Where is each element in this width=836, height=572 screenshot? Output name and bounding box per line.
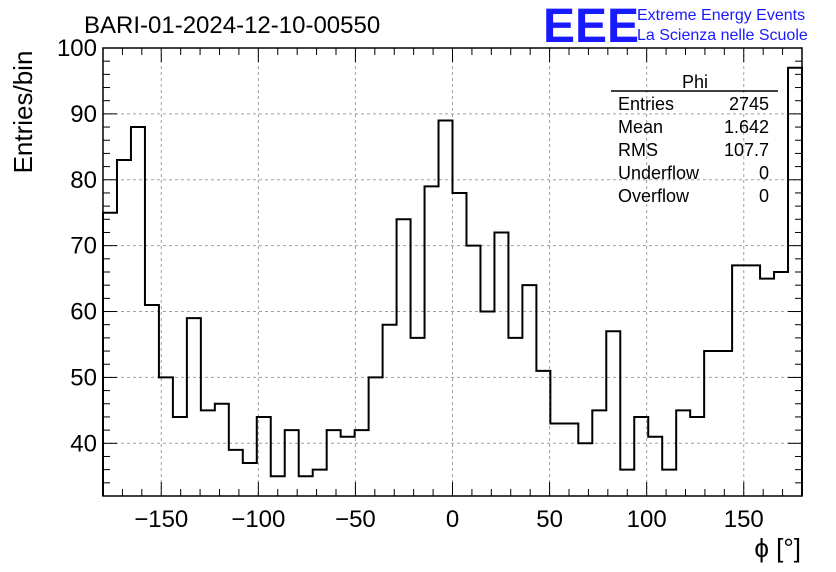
histogram-bin bbox=[522, 285, 536, 496]
histogram-bin bbox=[662, 470, 676, 496]
stats-row-label: Mean bbox=[618, 117, 663, 137]
grid bbox=[103, 47, 802, 496]
histogram-bin bbox=[397, 219, 411, 496]
histogram-bin bbox=[480, 312, 494, 496]
tick-labels: −150 −100 −50 0 50 100 150 40 50 60 70 80 90 100 bbox=[57, 35, 764, 533]
histogram-bin bbox=[103, 213, 117, 496]
histogram-bin bbox=[145, 305, 159, 496]
histogram-bin bbox=[173, 417, 187, 496]
histogram-bin bbox=[411, 338, 425, 496]
y-tick-label: 70 bbox=[70, 233, 97, 260]
histogram-bin bbox=[718, 351, 732, 496]
histogram-bin bbox=[117, 160, 131, 496]
y-tick-label: 90 bbox=[70, 101, 97, 128]
histogram-bin bbox=[690, 417, 704, 496]
histogram-bin bbox=[425, 186, 439, 496]
logo-line-1: Extreme Energy Events bbox=[637, 7, 805, 24]
axis-ticks bbox=[102, 47, 803, 496]
histogram-bin bbox=[201, 410, 215, 496]
y-axis-label: Entries/bin bbox=[8, 51, 38, 174]
x-axis-label: ϕ [°] bbox=[754, 533, 801, 563]
stats-row-label: Entries bbox=[618, 94, 674, 114]
logo-line-2: La Scienza nelle Scuole bbox=[637, 27, 808, 44]
histogram-bin bbox=[704, 351, 718, 496]
histogram-bin bbox=[243, 463, 257, 496]
stats-row-value: 1.642 bbox=[724, 117, 769, 137]
histogram-bin bbox=[159, 377, 173, 496]
stats-row-label: Underflow bbox=[618, 163, 700, 183]
x-tick-label: 0 bbox=[446, 506, 459, 533]
histogram-bin bbox=[550, 424, 564, 496]
histogram-bin bbox=[494, 232, 508, 496]
histogram-bin bbox=[453, 193, 467, 496]
histogram-bin bbox=[341, 437, 355, 496]
x-tick-label: 150 bbox=[724, 506, 764, 533]
stats-title: Phi bbox=[682, 72, 708, 92]
histogram-bin bbox=[257, 417, 271, 496]
y-tick-label: 100 bbox=[57, 35, 97, 62]
x-tick-label: 50 bbox=[536, 506, 563, 533]
histogram-bin bbox=[215, 404, 229, 496]
x-tick-label: −150 bbox=[134, 506, 188, 533]
histogram-bin bbox=[606, 331, 620, 496]
stats-row-label: Overflow bbox=[618, 186, 690, 206]
y-tick-label: 50 bbox=[70, 364, 97, 391]
histogram-series bbox=[102, 66, 803, 496]
histogram-bin bbox=[299, 476, 313, 496]
histogram-bin bbox=[746, 265, 760, 496]
histogram-bin bbox=[578, 443, 592, 496]
eee-logo: EEE Extreme Energy Events La Scienza nel… bbox=[543, 0, 808, 53]
stats-row-label: RMS bbox=[618, 140, 658, 160]
histogram-bin bbox=[369, 377, 383, 496]
histogram-bin bbox=[229, 450, 243, 496]
histogram-bin bbox=[466, 246, 480, 496]
histogram-bin bbox=[313, 470, 327, 496]
y-tick-label: 40 bbox=[70, 430, 97, 457]
x-tick-label: −50 bbox=[335, 506, 376, 533]
histogram-bin bbox=[634, 417, 648, 496]
stats-row-value: 0 bbox=[759, 163, 769, 183]
stats-row-value: 2745 bbox=[729, 94, 769, 114]
histogram-bin bbox=[285, 430, 299, 496]
stats-box: Phi Entries 2745 Mean 1.642 RMS 107.7 Underflo… bbox=[611, 72, 778, 206]
histogram-bin bbox=[774, 272, 788, 496]
histogram-bin bbox=[536, 371, 550, 496]
histogram-bin bbox=[676, 410, 690, 496]
histogram-bin bbox=[355, 430, 369, 496]
histogram-outline bbox=[102, 66, 803, 496]
histogram-bin bbox=[508, 338, 522, 496]
histogram-bin bbox=[788, 68, 802, 496]
logo-mark: EEE bbox=[543, 0, 639, 53]
histogram-bin bbox=[648, 437, 662, 496]
stats-row-value: 0 bbox=[759, 186, 769, 206]
x-tick-label: 100 bbox=[627, 506, 667, 533]
histogram-bin bbox=[592, 410, 606, 496]
histogram-bin bbox=[439, 120, 453, 496]
stats-row-value: 107.7 bbox=[724, 140, 769, 160]
histogram-bin bbox=[327, 430, 341, 496]
histogram-bin bbox=[383, 325, 397, 496]
chart-title: BARI-01-2024-12-10-00550 bbox=[84, 12, 380, 39]
y-tick-label: 80 bbox=[70, 167, 97, 194]
histogram-bin bbox=[564, 424, 578, 496]
y-tick-label: 60 bbox=[70, 299, 97, 326]
x-tick-label: −100 bbox=[231, 506, 285, 533]
histogram-bin bbox=[187, 318, 201, 496]
